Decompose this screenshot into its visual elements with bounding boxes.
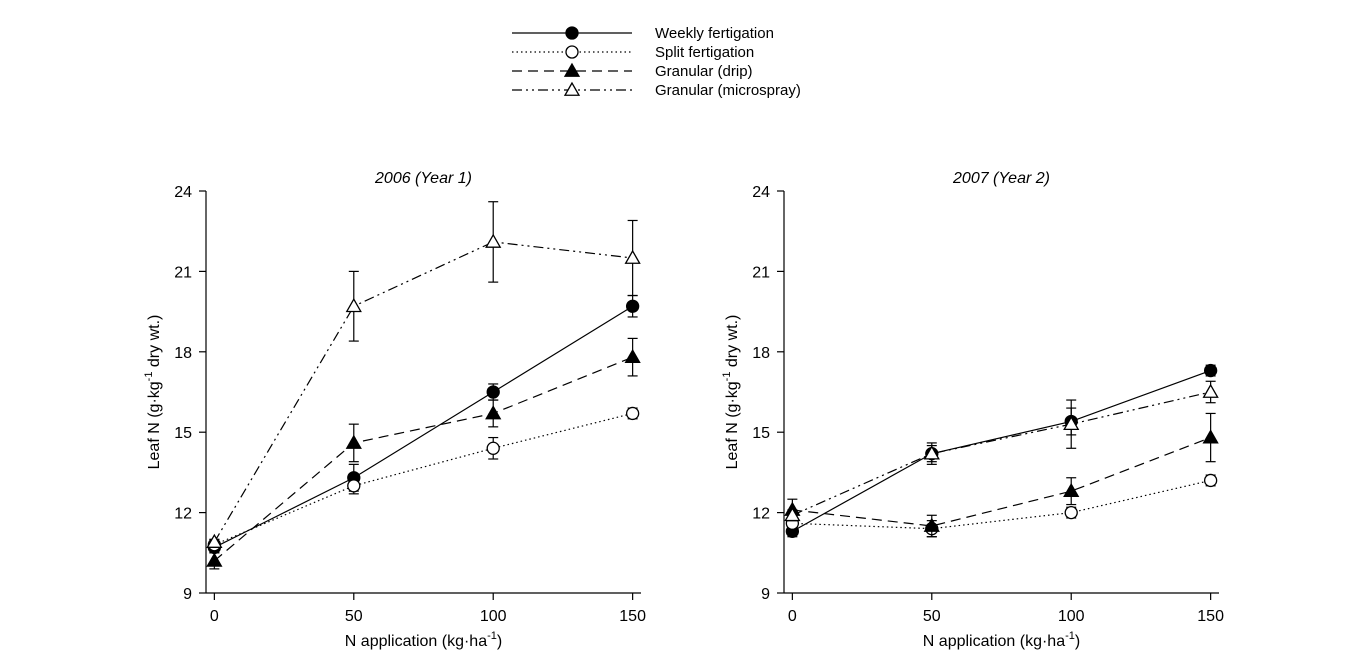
data-point [624,348,641,364]
y-tick-label: 12 [174,506,192,523]
data-point [1203,363,1218,378]
data-point [345,434,362,449]
data-point [486,441,500,455]
series-granular-microspray [206,201,641,548]
y-axis-label: Leaf N (g·kg-1 dry wt.) [721,315,741,470]
x-tick-label: 50 [345,608,363,625]
x-tick-label: 100 [480,608,507,625]
data-point [486,385,500,399]
legend-marker [565,26,579,40]
data-point [625,299,640,313]
series-line [214,412,633,546]
x-tick-label: 150 [619,608,646,625]
series-line [792,369,1211,532]
legend-marker [563,62,581,77]
data-point [206,533,223,548]
series-line [214,305,633,548]
legend-label: Split fertigation [655,44,754,61]
series-weekly-fertigation [785,363,1218,539]
data-point [347,479,361,493]
legend-label: Weekly fertigation [655,25,774,42]
x-tick-label: 100 [1058,608,1085,625]
y-tick-label: 15 [752,425,770,442]
series-granular-drip [784,412,1219,538]
series-line [792,479,1211,530]
data-point [1063,415,1080,431]
chart-panel-2007: 9 12 15 18 21 24 0 50 100 150 2007 (Year 2) N appli… [721,170,1224,650]
y-tick-label: 9 [183,586,192,603]
data-point [1202,429,1219,444]
data-point [206,552,223,567]
series-line [213,356,633,562]
y-tick-label: 18 [752,345,770,362]
data-point [1202,383,1219,398]
series-weekly-fertigation [207,294,640,555]
data-point [624,249,641,264]
series-split-fertigation [207,406,640,552]
legend: Weekly fertigation Split fertigation Granu… [512,25,801,99]
data-point [784,506,801,522]
y-tick-label: 9 [761,586,770,603]
series-line [792,436,1211,527]
y-axis-label: Leaf N (g·kg-1 dry wt.) [143,315,163,470]
x-tick-label: 0 [788,608,797,625]
data-point [485,405,502,420]
y-tick-label: 24 [174,184,192,201]
series-line [213,241,633,543]
chart-panel-2006: 9 12 15 18 21 24 0 50 100 150 2006 (Year 1) N appli… [143,170,646,650]
legend-marker [565,45,579,59]
y-tick-label: 18 [174,345,192,362]
data-point [625,406,640,421]
x-axis-label: N application (kg·ha-1) [923,630,1080,650]
x-axis-label: N application (kg·ha-1) [345,630,502,650]
data-point [923,517,940,532]
y-tick-label: 12 [752,506,770,523]
chart-title: 2007 (Year 2) [952,170,1050,187]
x-tick-label: 50 [923,608,941,625]
legend-label: Granular (drip) [655,63,753,80]
series-granular-drip [206,337,641,570]
y-tick-label: 15 [174,425,192,442]
data-point [345,297,362,313]
y-tick-label: 24 [752,184,770,201]
series-granular-microspray [784,380,1219,522]
data-point [485,233,502,248]
data-point [1063,482,1080,498]
y-tick-label: 21 [174,264,192,281]
chart-title: 2006 (Year 1) [374,170,472,187]
y-tick-label: 21 [752,264,770,281]
x-tick-label: 0 [210,608,219,625]
series-split-fertigation [785,473,1218,538]
data-point [1064,505,1078,520]
x-tick-label: 150 [1197,608,1224,625]
legend-marker [563,81,581,96]
data-point [923,445,940,460]
data-point [1203,473,1218,488]
legend-label: Granular (microspray) [655,82,801,99]
series-line [792,391,1211,516]
